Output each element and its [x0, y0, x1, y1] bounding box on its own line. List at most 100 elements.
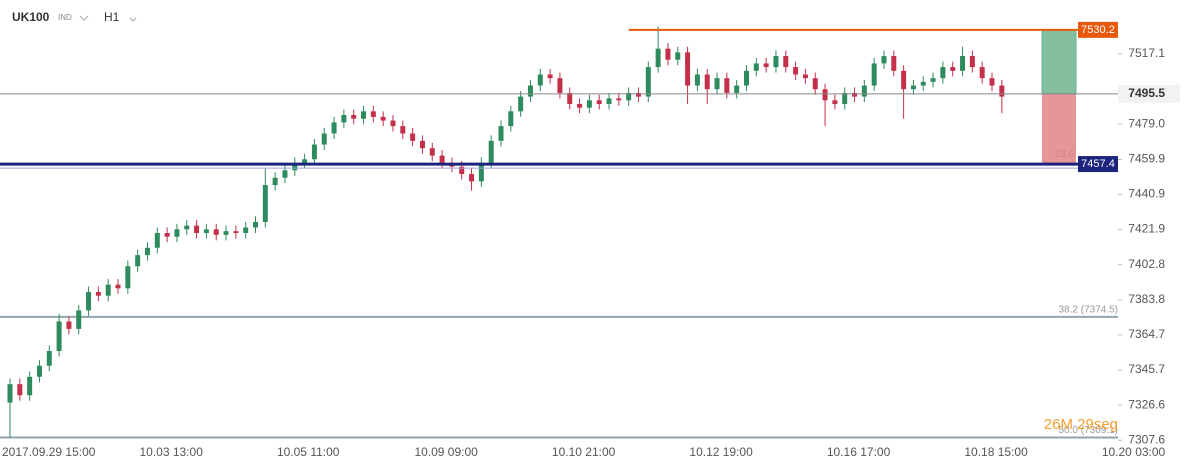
candle-body	[17, 384, 23, 396]
candle-body	[567, 92, 573, 104]
candle-body	[36, 365, 42, 377]
candle-body	[645, 67, 651, 97]
candle-body	[7, 384, 13, 403]
candle-body	[724, 78, 730, 93]
resistance-box	[1078, 21, 1118, 38]
candle-body	[174, 229, 180, 237]
candle-body	[547, 74, 553, 79]
candle-body	[960, 56, 966, 71]
candle-body	[390, 120, 396, 127]
candle-body	[518, 96, 524, 112]
candle-body	[380, 116, 386, 121]
candle-body	[586, 100, 592, 108]
candle-body	[822, 89, 828, 101]
candle-body	[910, 85, 916, 90]
candle-body	[665, 48, 671, 60]
candle-body	[891, 56, 897, 71]
x-tick-label: 10.10 21:00	[552, 445, 616, 459]
fibonacci-label: 38.2 (7374.5)	[1059, 305, 1119, 316]
candle-body	[233, 231, 239, 234]
last-price-box	[1118, 84, 1180, 103]
candle-body	[881, 56, 887, 64]
market: IND	[58, 13, 72, 22]
dropdown-icon[interactable]	[129, 17, 137, 22]
candle-body	[115, 284, 121, 289]
candle-body	[920, 81, 926, 86]
candle-body	[46, 350, 52, 366]
candle-body	[557, 78, 563, 93]
candle-body	[694, 74, 700, 86]
candle-body	[812, 78, 818, 90]
candle-body	[400, 126, 406, 134]
candle-body	[871, 63, 877, 86]
candle-body	[930, 78, 936, 82]
x-tick-label: 10.05 11:00	[277, 445, 340, 459]
support-box	[1078, 156, 1118, 173]
candle-body	[262, 185, 268, 222]
candle-body	[478, 162, 484, 182]
candle-body	[331, 122, 337, 134]
candle-body	[773, 56, 779, 68]
candle-body	[488, 140, 494, 163]
candle-body	[125, 266, 131, 289]
candle-body	[744, 70, 749, 86]
candle-body	[852, 92, 858, 97]
resistance-label: 7530.2	[1081, 24, 1115, 36]
candle-body	[370, 111, 376, 117]
y-tick-label: 7326.6	[1128, 397, 1165, 411]
y-tick-label: 7421.9	[1128, 222, 1165, 236]
candle-body	[459, 166, 465, 175]
candle-body	[783, 56, 789, 68]
y-tick-label: 7402.8	[1128, 257, 1165, 271]
x-tick-label: 10.16 17:00	[827, 445, 891, 459]
candle-body	[969, 56, 975, 68]
y-tick-label: 7440.9	[1128, 187, 1165, 201]
candle-body	[469, 174, 475, 182]
candle-body	[508, 111, 514, 127]
candle-body	[282, 170, 288, 178]
candle-body	[763, 63, 769, 68]
candle-body	[429, 148, 435, 156]
candle-body	[940, 67, 946, 79]
candle-body	[753, 63, 759, 71]
candle-body	[184, 225, 190, 230]
candle-body	[223, 231, 229, 235]
timeframe[interactable]: H1	[104, 10, 120, 24]
dropdown-icon[interactable]	[79, 15, 89, 21]
candle-body	[714, 78, 720, 90]
candle-body	[498, 126, 504, 141]
stop-loss-zone	[1042, 93, 1076, 165]
candle-body	[527, 85, 533, 97]
candle-body	[154, 233, 160, 248]
candle-body	[950, 67, 956, 71]
candle-body	[95, 291, 101, 296]
candle-body	[164, 233, 170, 237]
candle-body	[704, 74, 710, 90]
y-tick-label: 7383.8	[1128, 292, 1165, 306]
candle-body	[253, 221, 258, 228]
candle-body	[675, 52, 681, 60]
candle-body	[302, 159, 308, 163]
candle-body	[56, 321, 62, 351]
y-tick-label: 7517.1	[1128, 46, 1165, 60]
x-tick-label: 10.18 15:00	[964, 445, 1028, 459]
candle-body	[596, 100, 602, 104]
candle-body	[861, 85, 867, 97]
symbol[interactable]: UK100	[12, 10, 50, 24]
candle-body	[419, 140, 425, 149]
candle-body	[999, 85, 1005, 97]
candle-body	[606, 98, 612, 104]
candle-body	[979, 67, 985, 79]
y-tick-label: 7307.6	[1128, 432, 1165, 446]
candle-body	[439, 155, 445, 163]
candle-body	[655, 48, 661, 68]
candle-body	[989, 78, 995, 86]
candle-body	[685, 52, 691, 86]
last-price-label: 7495.5	[1128, 86, 1165, 100]
candle-body	[203, 229, 209, 234]
candle-body	[626, 92, 632, 101]
candle-body	[410, 133, 416, 141]
y-tick-label: 7345.7	[1128, 362, 1165, 376]
support-label: 7457.4	[1081, 158, 1115, 170]
